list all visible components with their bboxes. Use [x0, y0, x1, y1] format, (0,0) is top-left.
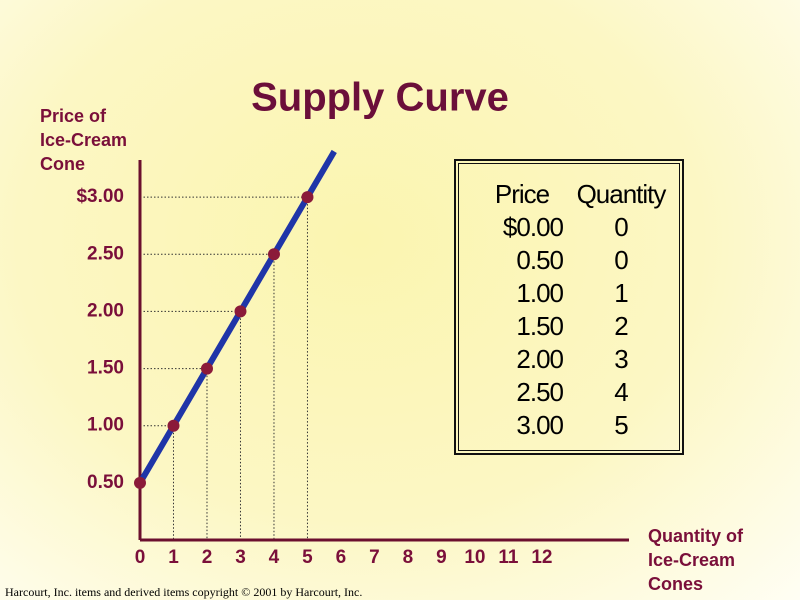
- table-cell: 1.50: [516, 311, 564, 341]
- x-tick-label: 3: [235, 547, 246, 568]
- table-cell: 5: [614, 410, 628, 440]
- table-row: 3.00 5: [473, 409, 671, 442]
- table-cell: 3: [614, 344, 628, 374]
- table-row: 1.00 1: [473, 277, 671, 310]
- y-tick-label: 2.50: [87, 243, 124, 264]
- x-axis-title: Cones: [648, 574, 703, 594]
- table-header-cell: Price: [494, 179, 550, 209]
- y-axis-title: Ice-Cream: [40, 130, 127, 150]
- x-tick-label: 10: [464, 547, 485, 568]
- x-axis-title: Ice-Cream: [648, 550, 735, 570]
- table-row: 2.50 4: [473, 376, 671, 409]
- table-row: 0.50 0: [473, 244, 671, 277]
- point: [167, 419, 180, 432]
- table-inner-frame: Price Quantity $0.00 0 0.50 0 1.00 1 1.50 2 2.00 3 2…: [458, 163, 680, 451]
- x-tick-label: 11: [498, 547, 519, 568]
- chart-title: Supply Curve: [251, 76, 509, 120]
- table: Price Quantity $0.00 0 0.50 0 1.00 1 1.50 2 2.00 3 2…: [473, 178, 671, 442]
- x-axis-title: Quantity of: [648, 526, 744, 546]
- table-cell: 4: [614, 377, 628, 407]
- table-cell: 3.00: [516, 410, 564, 440]
- point: [267, 248, 280, 261]
- table-cell: 0.50: [516, 245, 564, 275]
- point: [200, 362, 213, 375]
- footer: Harcourt, Inc. items and derived items c…: [5, 585, 362, 599]
- x-tick-label: 7: [369, 547, 380, 568]
- y-tick-label: 1.00: [87, 415, 124, 436]
- table-cell: 1: [614, 278, 628, 308]
- table-cell: 0: [614, 245, 628, 275]
- x-tick-label: 6: [336, 547, 347, 568]
- x-tick-label: 1: [168, 547, 179, 568]
- table-row: 2.00 3: [473, 343, 671, 376]
- point: [301, 191, 314, 204]
- y-tick-label: 0.50: [87, 472, 124, 493]
- table-cell: 1.00: [516, 278, 564, 308]
- table-row: $0.00 0: [473, 211, 671, 244]
- table-header-cell: Quantity: [576, 179, 667, 209]
- x-tick-label: 4: [269, 547, 280, 568]
- table-cell: $0.00: [502, 212, 564, 242]
- line-extension: [304, 149, 337, 199]
- y-tick-label: 2.00: [87, 300, 124, 321]
- x-tick-label: 2: [202, 547, 213, 568]
- x-tick-label: 8: [403, 547, 414, 568]
- x-tick-label: 0: [135, 547, 146, 568]
- point: [134, 476, 146, 489]
- table-cell: 0: [614, 212, 628, 242]
- point: [234, 305, 247, 318]
- x-tick-label: 5: [302, 547, 313, 568]
- table-frame: Price Quantity $0.00 0 0.50 0 1.00 1 1.50 2 2.00 3 2…: [454, 159, 684, 455]
- x-tick-label: 12: [531, 547, 552, 568]
- y-axis-title: Price of: [40, 106, 107, 126]
- x-tick-label: 9: [436, 547, 447, 568]
- table-cell: 2.50: [516, 377, 564, 407]
- y-tick-label: 1.50: [87, 358, 124, 379]
- table-cell: 2.00: [516, 344, 564, 374]
- supply-line: [137, 195, 311, 485]
- table-header-row: Price Quantity: [473, 178, 671, 211]
- y-axis-title: Cone: [40, 154, 85, 174]
- y-tick-label: $3.00: [76, 186, 124, 207]
- table-cell: 2: [614, 311, 628, 341]
- table-row: 1.50 2: [473, 310, 671, 343]
